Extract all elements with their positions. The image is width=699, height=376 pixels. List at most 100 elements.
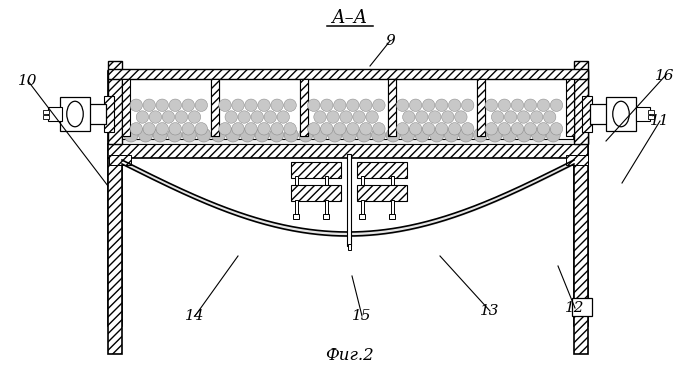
Circle shape	[333, 99, 346, 111]
Circle shape	[473, 128, 487, 142]
Bar	[357, 185, 407, 201]
Circle shape	[226, 128, 240, 142]
Circle shape	[162, 111, 175, 123]
Circle shape	[168, 128, 182, 142]
Bar	[294, 176, 298, 190]
Bar	[391, 200, 394, 216]
Circle shape	[442, 111, 454, 123]
Circle shape	[396, 123, 409, 135]
Bar	[104, 96, 114, 132]
Circle shape	[271, 99, 283, 111]
Bar	[574, 158, 588, 354]
Bar	[291, 162, 341, 178]
Bar	[361, 176, 363, 190]
Circle shape	[136, 111, 149, 123]
Circle shape	[373, 123, 385, 135]
Bar	[108, 158, 122, 354]
Circle shape	[485, 123, 498, 135]
Circle shape	[435, 99, 448, 111]
Circle shape	[449, 99, 461, 111]
Circle shape	[505, 111, 517, 123]
Bar	[389, 214, 395, 219]
Circle shape	[511, 99, 524, 111]
Circle shape	[449, 123, 461, 135]
Bar	[108, 71, 588, 144]
Circle shape	[138, 128, 152, 142]
Circle shape	[517, 128, 531, 142]
Bar	[108, 144, 588, 158]
Circle shape	[524, 99, 537, 111]
Text: 15: 15	[352, 309, 372, 323]
Bar	[122, 79, 130, 136]
Bar	[293, 188, 299, 193]
Circle shape	[445, 128, 459, 142]
Bar	[347, 244, 350, 250]
Bar	[648, 110, 654, 114]
Circle shape	[255, 128, 269, 142]
Circle shape	[169, 99, 182, 111]
Circle shape	[538, 123, 549, 135]
Circle shape	[550, 99, 563, 111]
Circle shape	[182, 123, 194, 135]
Bar	[389, 188, 395, 193]
Bar	[566, 79, 574, 136]
Circle shape	[143, 99, 155, 111]
Text: 16: 16	[655, 69, 675, 83]
Circle shape	[373, 99, 385, 111]
Circle shape	[498, 99, 511, 111]
Bar	[590, 104, 608, 124]
Bar	[361, 200, 363, 216]
Circle shape	[430, 128, 444, 142]
Circle shape	[498, 123, 511, 135]
Circle shape	[461, 123, 474, 135]
Bar	[574, 61, 588, 144]
Bar	[324, 200, 328, 216]
Circle shape	[328, 128, 342, 142]
Circle shape	[454, 111, 467, 123]
Circle shape	[353, 111, 366, 123]
Circle shape	[143, 123, 155, 135]
Text: 10: 10	[18, 74, 38, 88]
Bar	[636, 107, 650, 121]
Circle shape	[149, 111, 161, 123]
Circle shape	[435, 123, 448, 135]
Circle shape	[340, 111, 352, 123]
Circle shape	[422, 99, 435, 111]
Bar	[574, 71, 588, 326]
Circle shape	[284, 128, 298, 142]
Bar	[606, 97, 636, 131]
Circle shape	[238, 111, 250, 123]
Bar	[477, 79, 485, 136]
Circle shape	[314, 111, 326, 123]
Circle shape	[219, 99, 231, 111]
Circle shape	[258, 123, 271, 135]
Bar	[324, 176, 328, 190]
Circle shape	[459, 128, 473, 142]
Bar	[43, 110, 49, 114]
Circle shape	[488, 128, 502, 142]
Circle shape	[219, 123, 231, 135]
Circle shape	[422, 123, 435, 135]
Circle shape	[410, 99, 421, 111]
Circle shape	[511, 123, 524, 135]
Circle shape	[327, 111, 339, 123]
Bar	[357, 162, 407, 178]
Bar	[108, 71, 122, 326]
Text: 11: 11	[650, 114, 670, 128]
Bar	[359, 214, 365, 219]
Bar	[359, 188, 365, 193]
Circle shape	[182, 99, 194, 111]
Circle shape	[366, 111, 378, 123]
Bar	[323, 188, 329, 193]
Ellipse shape	[66, 101, 83, 127]
Circle shape	[156, 123, 168, 135]
Circle shape	[188, 111, 201, 123]
Circle shape	[428, 111, 441, 123]
Circle shape	[544, 111, 556, 123]
Bar	[648, 115, 654, 119]
Text: 12: 12	[565, 301, 585, 315]
Circle shape	[333, 123, 346, 135]
Bar	[572, 298, 592, 316]
Circle shape	[270, 128, 284, 142]
Bar	[391, 176, 394, 190]
